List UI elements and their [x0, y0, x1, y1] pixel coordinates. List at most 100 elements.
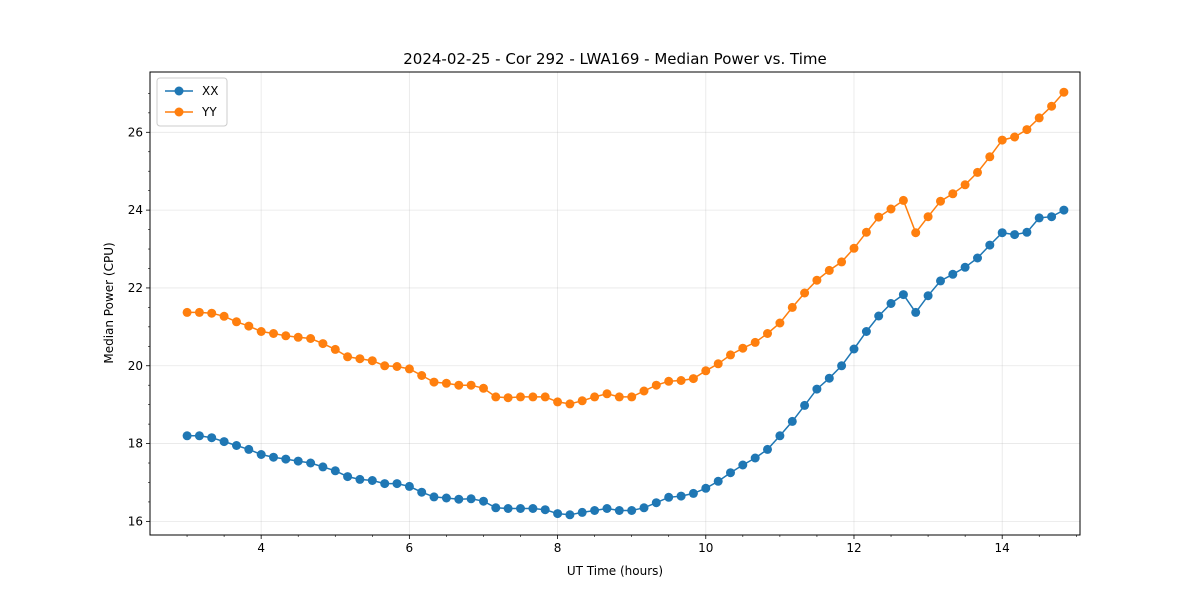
series-line-yy	[187, 91, 1065, 405]
data-point-yy	[516, 392, 525, 402]
series-yy	[182, 87, 1069, 409]
data-point-yy	[614, 392, 624, 402]
data-point-xx	[380, 479, 390, 489]
x-tick-label: 14	[995, 541, 1010, 555]
series-line-xx	[187, 209, 1065, 516]
data-point-xx	[861, 327, 871, 336]
data-point-yy	[318, 339, 328, 349]
data-point-xx	[874, 311, 884, 321]
x-tick-label: 8	[554, 541, 562, 555]
legend: XX YY	[156, 77, 228, 127]
data-point-yy	[750, 337, 760, 347]
data-point-yy	[800, 288, 810, 298]
data-point-yy	[688, 374, 698, 384]
data-point-yy	[281, 331, 291, 341]
data-point-yy	[553, 397, 563, 407]
legend-label-xx: XX	[202, 84, 218, 98]
data-point-xx	[713, 476, 723, 486]
data-point-yy	[528, 392, 538, 402]
axes: 4 6 8 10 12 14 16 18 20 22 24 26	[128, 93, 1077, 555]
data-point-yy	[1034, 113, 1044, 123]
data-point-yy	[775, 318, 785, 328]
data-point-xx	[911, 307, 921, 317]
data-point-yy	[837, 257, 847, 267]
data-point-yy	[330, 344, 340, 354]
data-point-yy	[664, 376, 674, 386]
plot-area-frame	[149, 71, 1081, 536]
data-point-yy	[701, 366, 711, 376]
data-point-xx	[232, 441, 241, 450]
data-point-yy	[244, 321, 254, 331]
data-point-xx	[244, 444, 254, 454]
data-point-yy	[874, 212, 884, 222]
data-point-xx	[787, 416, 797, 426]
data-point-xx	[219, 437, 229, 447]
data-point-yy	[849, 243, 859, 253]
data-point-yy	[1047, 101, 1057, 111]
data-point-yy	[306, 334, 316, 343]
data-point-xx	[330, 466, 340, 476]
data-point-xx	[318, 462, 328, 472]
data-point-xx	[639, 503, 649, 513]
data-point-yy	[417, 371, 427, 380]
data-point-yy	[219, 311, 229, 321]
y-tick-label: 20	[128, 359, 143, 373]
data-point-xx	[602, 504, 612, 513]
legend-box	[156, 77, 228, 127]
data-point-yy	[207, 308, 217, 318]
data-point-xx	[528, 504, 538, 513]
data-point-xx	[849, 344, 859, 354]
y-tick-label: 18	[128, 437, 143, 451]
data-point-xx	[701, 483, 711, 493]
data-point-yy	[565, 399, 575, 409]
data-point-xx	[1059, 205, 1069, 215]
data-point-xx	[923, 291, 933, 301]
data-point-yy	[960, 180, 970, 190]
data-point-yy	[590, 392, 600, 402]
y-axis-label: Median Power (CPU)	[102, 242, 116, 363]
data-point-xx	[688, 488, 698, 498]
data-point-yy	[367, 356, 377, 366]
data-point-yy	[861, 227, 871, 237]
data-point-xx	[738, 460, 748, 470]
data-point-yy	[429, 377, 439, 387]
data-point-yy	[355, 354, 365, 364]
data-point-yy	[886, 204, 896, 214]
x-axis-label: UT Time (hours)	[567, 564, 663, 578]
data-point-xx	[936, 276, 945, 286]
y-tick-label: 26	[128, 125, 143, 139]
data-point-xx	[553, 509, 563, 519]
data-point-yy	[763, 329, 772, 338]
data-point-xx	[207, 433, 217, 443]
data-point-xx	[392, 479, 402, 489]
grid-lines	[150, 72, 1080, 535]
data-point-yy	[404, 364, 414, 374]
x-tick-label: 6	[406, 541, 414, 555]
data-point-xx	[898, 290, 908, 300]
data-point-yy	[466, 380, 476, 390]
data-point-yy	[232, 317, 241, 327]
data-point-yy	[479, 383, 488, 393]
data-point-xx	[812, 384, 822, 394]
data-point-yy	[651, 380, 661, 390]
data-point-xx	[281, 454, 291, 464]
data-point-xx	[676, 491, 686, 501]
data-point-xx	[404, 481, 414, 491]
data-point-yy	[503, 393, 513, 403]
data-point-xx	[577, 507, 587, 517]
data-point-yy	[676, 376, 686, 385]
data-point-yy	[454, 380, 464, 390]
data-point-yy	[726, 350, 735, 360]
data-point-xx	[306, 458, 316, 468]
data-point-xx	[837, 361, 847, 371]
data-point-xx	[973, 253, 982, 263]
data-point-xx	[1010, 230, 1020, 240]
data-point-yy	[1022, 125, 1032, 135]
data-point-yy	[577, 396, 587, 406]
data-point-yy	[540, 392, 550, 402]
data-point-xx	[1022, 227, 1032, 237]
data-point-xx	[293, 456, 303, 466]
data-point-yy	[380, 361, 390, 371]
legend-marker-yy	[174, 107, 184, 117]
